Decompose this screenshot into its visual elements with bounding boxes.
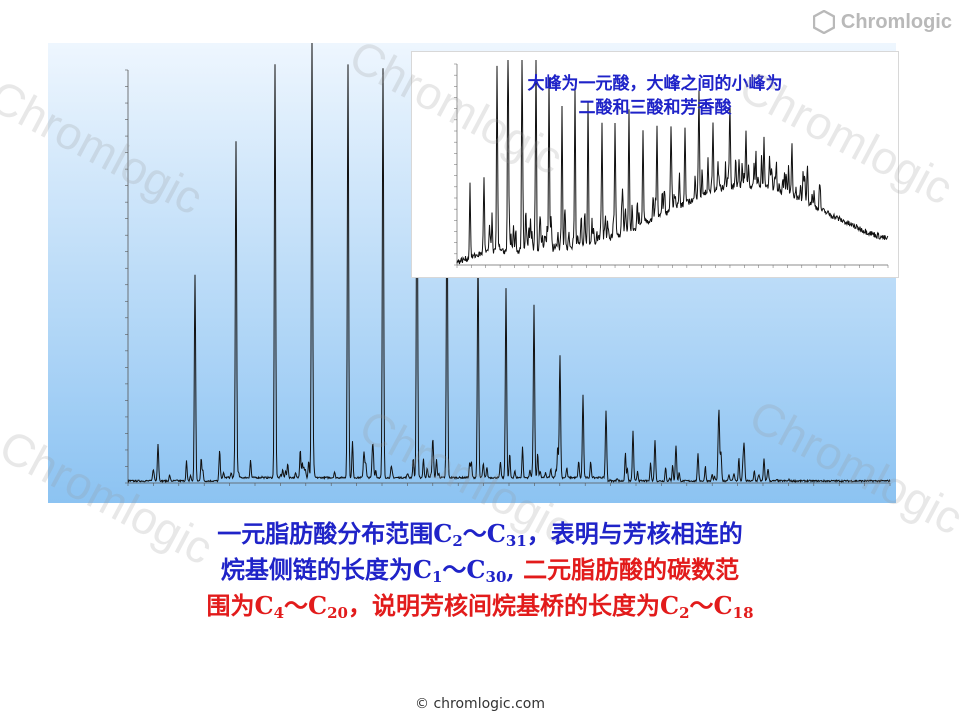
caption-sub: 2 bbox=[452, 532, 463, 550]
main-trace bbox=[127, 43, 891, 484]
caption-sub: 2 bbox=[679, 604, 690, 622]
caption-text: ～C bbox=[284, 591, 328, 620]
hexagon-logo-icon bbox=[812, 10, 835, 34]
caption-sub: 20 bbox=[327, 604, 348, 622]
main-axes bbox=[125, 69, 891, 486]
caption-text: ～C bbox=[442, 555, 486, 584]
caption-text: ，说明芳核间烷基桥的长度为C bbox=[348, 591, 680, 620]
inset-axes bbox=[454, 63, 889, 268]
inset-annotation-line2: 二酸和三酸和芳香酸 bbox=[578, 98, 732, 118]
inset-chromatogram bbox=[454, 59, 889, 268]
inset-panel: 大峰为一元酸，大峰之间的小峰为 二酸和三酸和芳香酸 bbox=[412, 52, 898, 277]
logo-text: Chromlogic bbox=[840, 10, 952, 33]
caption-sub: 1 bbox=[431, 568, 443, 586]
caption-text: , bbox=[506, 555, 515, 584]
caption-text: ～C bbox=[689, 591, 733, 620]
caption-line1: 一元脂肪酸分布范围C2～C31，表明与芳核相连的 bbox=[0, 516, 960, 552]
caption-sub: 4 bbox=[273, 604, 285, 622]
inset-annotation: 大峰为一元酸，大峰之间的小峰为 二酸和三酸和芳香酸 bbox=[412, 72, 898, 120]
caption-text: 一元脂肪酸分布范围C bbox=[217, 519, 453, 548]
caption-text: 烷基侧链的长度为C bbox=[220, 555, 432, 584]
inset-annotation-line1: 大峰为一元酸，大峰之间的小峰为 bbox=[527, 74, 783, 94]
caption-text: 围为C bbox=[206, 591, 274, 620]
copyright-footer: © chromlogic.com bbox=[415, 696, 545, 712]
inset-trace bbox=[456, 59, 889, 265]
caption-sub: 31 bbox=[505, 532, 527, 550]
caption: 一元脂肪酸分布范围C2～C31，表明与芳核相连的 烷基侧链的长度为C1～C30,… bbox=[0, 516, 960, 624]
caption-text: 二元脂肪酸的碳数范 bbox=[523, 555, 740, 584]
caption-line2: 烷基侧链的长度为C1～C30, 二元脂肪酸的碳数范 bbox=[0, 552, 960, 588]
caption-text: ～C bbox=[462, 519, 506, 548]
caption-sub: 30 bbox=[485, 568, 507, 586]
brand-logo: Chromlogic bbox=[812, 8, 952, 36]
caption-text: ，表明与芳核相连的 bbox=[526, 519, 743, 548]
caption-sub: 18 bbox=[732, 604, 754, 622]
caption-line3: 围为C4～C20，说明芳核间烷基桥的长度为C2～C18 bbox=[0, 588, 960, 624]
